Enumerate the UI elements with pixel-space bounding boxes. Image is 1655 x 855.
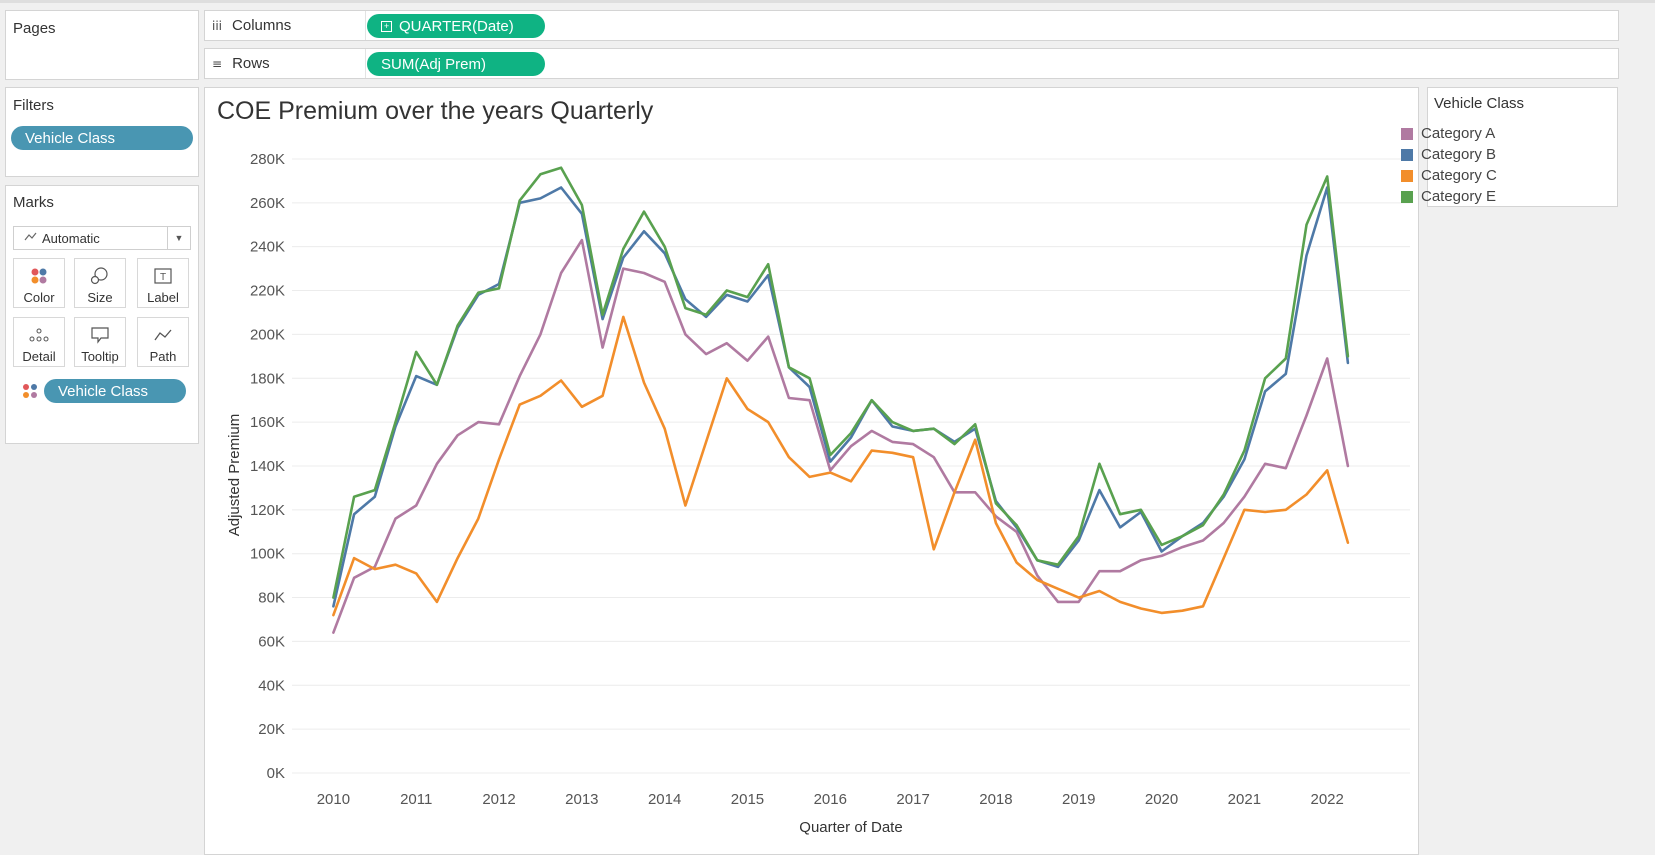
- columns-pill[interactable]: + QUARTER(Date): [367, 14, 545, 38]
- size-button-label: Size: [87, 290, 113, 305]
- legend-item-category-c[interactable]: Category C: [1401, 167, 1497, 184]
- legend-title: Vehicle Class: [1434, 95, 1525, 112]
- path-line-icon: [153, 322, 173, 348]
- rows-pill[interactable]: SUM(Adj Prem): [367, 52, 545, 76]
- color-dots-icon: [30, 263, 48, 289]
- legend-item-label: Category A: [1421, 125, 1496, 142]
- color-dots-icon: [22, 383, 38, 404]
- size-circles-icon: [90, 263, 110, 289]
- tooltip-button[interactable]: Tooltip: [74, 317, 126, 367]
- filter-pill-vehicle-class[interactable]: Vehicle Class: [11, 126, 193, 150]
- color-button-label: Color: [23, 290, 55, 305]
- columns-shelf-label: iii Columns: [212, 17, 291, 34]
- marks-card: [5, 185, 199, 444]
- top-tab-strip: [0, 0, 1655, 3]
- legend-item-label: Category C: [1421, 167, 1497, 184]
- pages-card-title: Pages: [13, 20, 56, 37]
- legend-item-category-e[interactable]: Category E: [1401, 188, 1496, 205]
- tooltip-icon: [90, 322, 110, 348]
- rows-pill-text: SUM(Adj Prem): [381, 55, 487, 73]
- text-label-icon: T: [154, 263, 172, 289]
- rows-shelf-label: ≡ Rows: [212, 55, 270, 72]
- legend-card: [1427, 87, 1618, 207]
- label-button[interactable]: T Label: [137, 258, 189, 308]
- columns-label-text: Columns: [232, 17, 292, 34]
- chart-panel: [204, 87, 1419, 855]
- color-pill-vehicle-class[interactable]: Vehicle Class: [44, 379, 186, 403]
- expand-plus-icon[interactable]: +: [381, 20, 392, 32]
- columns-icon: iii: [212, 18, 223, 33]
- detail-button[interactable]: Detail: [13, 317, 65, 367]
- color-pill-text: Vehicle Class: [58, 382, 149, 400]
- rows-icon: ≡: [212, 56, 223, 71]
- columns-pill-text: QUARTER(Date): [399, 17, 514, 35]
- legend-item-category-b[interactable]: Category B: [1401, 146, 1496, 163]
- line-mark-icon: [24, 232, 38, 244]
- label-button-label: Label: [147, 290, 179, 305]
- detail-dots-icon: [28, 322, 50, 348]
- legend-swatch: [1401, 148, 1413, 161]
- marks-card-title: Marks: [13, 194, 54, 211]
- legend-swatch: [1401, 127, 1413, 140]
- legend-item-label: Category E: [1421, 188, 1497, 205]
- color-button[interactable]: Color: [13, 258, 65, 308]
- legend-swatch: [1401, 190, 1413, 203]
- shelf-divider: [365, 49, 366, 78]
- legend-item-label: Category B: [1421, 146, 1497, 163]
- pages-card[interactable]: [5, 10, 199, 80]
- svg-text:T: T: [160, 272, 166, 283]
- mark-type-dropdown[interactable]: Automatic ▼: [13, 226, 191, 250]
- filter-pill-text: Vehicle Class: [25, 129, 116, 147]
- path-button[interactable]: Path: [137, 317, 189, 367]
- legend-item-category-a[interactable]: Category A: [1401, 125, 1495, 142]
- filters-card-title: Filters: [13, 97, 54, 114]
- chevron-down-icon[interactable]: ▼: [167, 227, 190, 249]
- shelf-divider: [365, 11, 366, 40]
- legend-swatch: [1401, 169, 1413, 182]
- detail-button-label: Detail: [22, 349, 56, 364]
- tooltip-button-label: Tooltip: [81, 349, 119, 364]
- mark-type-value: Automatic: [42, 230, 100, 246]
- rows-label-text: Rows: [232, 55, 270, 72]
- path-button-label: Path: [149, 349, 177, 364]
- size-button[interactable]: Size: [74, 258, 126, 308]
- chart-title: COE Premium over the years Quarterly: [217, 97, 654, 125]
